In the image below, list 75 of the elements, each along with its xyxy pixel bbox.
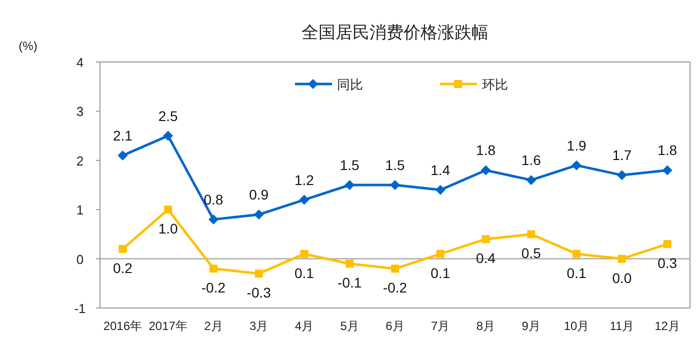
x-tick-label: 12月 (654, 319, 680, 333)
data-label: 0.2 (112, 260, 133, 276)
data-label: -0.2 (382, 280, 408, 296)
data-label: 1.5 (340, 157, 360, 173)
x-tick-label: 4月 (294, 319, 314, 333)
x-tick-label: 11月 (610, 319, 634, 333)
y-tick-label: 2 (76, 153, 84, 168)
data-label: 0.8 (204, 191, 224, 208)
data-label: 0.0 (612, 270, 632, 286)
y-tick-label: 4 (76, 55, 84, 70)
point (663, 240, 672, 248)
legend-label: 环比 (482, 77, 508, 92)
x-tick-label: 5月 (340, 319, 359, 333)
point (118, 244, 127, 253)
data-label: -0.2 (201, 280, 226, 296)
point (435, 184, 446, 195)
point (300, 250, 308, 258)
point (208, 214, 218, 224)
point (299, 194, 310, 205)
point (436, 250, 444, 258)
data-label: 1.9 (566, 137, 586, 154)
point (618, 254, 626, 263)
data-label: 1.8 (658, 142, 678, 158)
x-tick-label: 10月 (564, 319, 590, 333)
data-label: 2.5 (158, 108, 178, 124)
data-label: 0.5 (521, 245, 542, 262)
point (390, 180, 400, 190)
x-tick-label: 6月 (386, 319, 404, 333)
point (346, 260, 354, 268)
chart-title: 全国居民消费价格涨跌幅 (302, 23, 488, 42)
x-tick-label: 2月 (204, 319, 223, 333)
data-label: 1.5 (385, 157, 405, 173)
x-tick-label: 2017年 (148, 319, 188, 333)
data-label: 1.8 (476, 142, 496, 158)
data-label: 0.4 (476, 250, 496, 266)
data-label: 0.3 (658, 255, 678, 272)
data-label: 1.7 (612, 147, 632, 164)
data-label: 1.6 (521, 152, 542, 168)
point (572, 160, 582, 170)
data-label: -0.3 (246, 284, 272, 301)
point (482, 235, 490, 244)
data-label: 1.4 (430, 162, 450, 178)
y-tick-label: 0 (76, 252, 84, 267)
x-tick-label: 8月 (476, 319, 496, 333)
point (254, 210, 264, 220)
x-tick-label: 3月 (250, 319, 268, 333)
y-tick-label: 3 (76, 104, 84, 120)
data-label: -0.1 (338, 274, 362, 291)
x-tick-label: 7月 (431, 319, 450, 333)
data-label: 1.2 (294, 172, 314, 188)
y-tick-label: 1 (76, 202, 84, 218)
point (391, 264, 399, 273)
point (164, 206, 172, 214)
x-tick-label: 2016年 (103, 319, 142, 333)
point (254, 270, 263, 278)
point (526, 175, 536, 186)
data-label: 0.1 (566, 264, 586, 281)
y-axis-title: (%) (18, 39, 38, 53)
point (662, 165, 672, 176)
data-label: 0.1 (430, 264, 450, 281)
legend-label: 同比 (337, 77, 363, 92)
y-tick-label: -1 (74, 301, 86, 316)
data-label: 1.0 (158, 220, 178, 237)
point (163, 130, 174, 141)
point (480, 165, 491, 176)
x-tick-label: 9月 (522, 319, 540, 333)
data-label: 2.1 (112, 127, 133, 144)
point (616, 170, 627, 180)
point (572, 250, 581, 258)
data-label: 0.9 (249, 186, 269, 203)
point (118, 150, 128, 160)
data-label: 0.1 (294, 264, 314, 281)
point (209, 264, 218, 273)
point (344, 180, 355, 190)
point (527, 230, 536, 238)
